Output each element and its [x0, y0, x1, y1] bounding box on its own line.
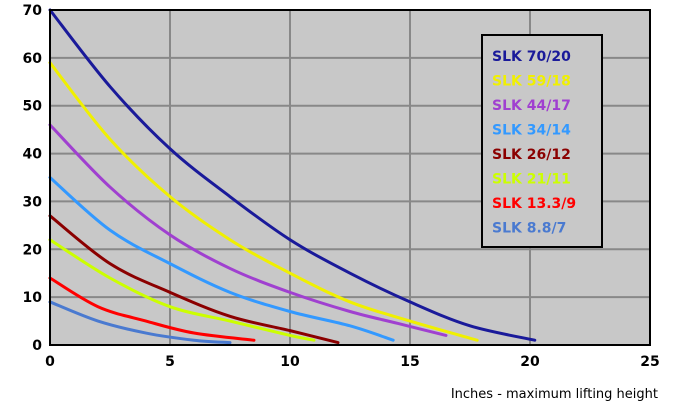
series-line	[48, 61, 479, 342]
legend-entry: SLK 21/11	[492, 172, 571, 188]
y-tick-labels: 0 10 20 30 40 50 60 70	[23, 3, 43, 354]
legend-entry: SLK 34/14	[492, 123, 571, 139]
legend-entry: SLK 13.3/9	[492, 196, 576, 212]
legend-entry: SLK 8.8/7	[492, 221, 566, 237]
y-tick-label: 50	[23, 99, 43, 115]
series-line	[48, 300, 232, 345]
y-tick-label: 10	[23, 290, 43, 306]
legend-entry: SLK 70/20	[492, 49, 571, 65]
series-line	[48, 176, 395, 342]
y-tick-label: 20	[23, 242, 43, 258]
x-tick-labels: 0 5 10 15 20 25	[45, 354, 660, 370]
series-lines	[48, 8, 537, 345]
y-tick-label: 30	[23, 194, 43, 210]
y-tick-label: 70	[23, 3, 43, 19]
series-line	[48, 238, 316, 342]
x-tick-label: 15	[400, 354, 419, 370]
y-tick-label: 0	[32, 338, 42, 354]
x-tick-label: 25	[640, 354, 659, 370]
x-tick-label: 5	[165, 354, 175, 370]
legend-entry: SLK 44/17	[492, 98, 571, 114]
legend-entry: SLK 59/18	[492, 74, 571, 90]
series-line	[48, 276, 256, 342]
x-tick-label: 0	[45, 354, 55, 370]
y-tick-label: 60	[23, 51, 43, 67]
x-axis-label: Inches - maximum lifting height	[451, 387, 658, 402]
x-tick-label: 20	[520, 354, 540, 370]
legend: SLK 70/20 SLK 59/18 SLK 44/17 SLK 34/14 SLK …	[481, 34, 603, 248]
plot-border	[49, 9, 651, 346]
series-line	[48, 123, 448, 337]
x-tick-label: 10	[280, 354, 300, 370]
series-line	[48, 214, 340, 345]
y-tick-label: 40	[23, 147, 43, 163]
legend-box	[481, 34, 603, 248]
series-line	[48, 8, 537, 342]
legend-entry: SLK 26/12	[492, 147, 571, 163]
